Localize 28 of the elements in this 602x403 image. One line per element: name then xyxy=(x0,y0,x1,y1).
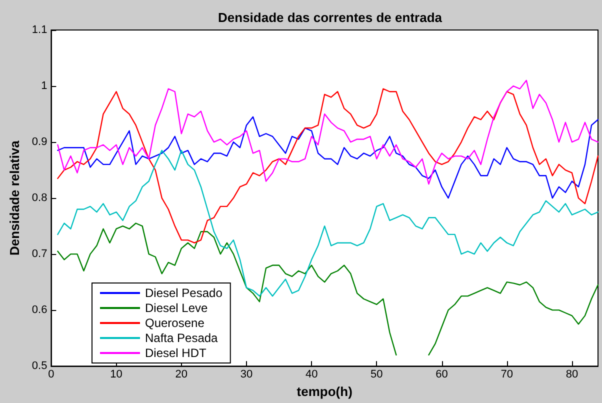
legend-label: Diesel Leve xyxy=(145,301,208,315)
x-tick-label: 80 xyxy=(566,368,578,381)
legend-label: Diesel HDT xyxy=(145,346,208,360)
y-tick-label: 0.9 xyxy=(32,136,48,148)
x-tick-label: 30 xyxy=(240,368,253,381)
line-series xyxy=(57,80,599,185)
x-tick-label: 50 xyxy=(370,368,383,381)
x-axis-title: tempo(h) xyxy=(296,384,352,399)
y-axis-title: Densidade relativa xyxy=(7,140,22,256)
line-series xyxy=(57,150,599,297)
x-tick-label: 10 xyxy=(110,368,122,381)
chart-title: Densidade das correntes de entrada xyxy=(218,10,443,25)
legend-label: Diesel Pesado xyxy=(145,286,223,300)
y-tick-label: 0.8 xyxy=(32,192,48,204)
x-tick-label: 0 xyxy=(48,368,54,381)
y-tick-label: 1.1 xyxy=(32,24,48,36)
y-tick-label: 0.5 xyxy=(32,360,48,372)
x-tick-label: 20 xyxy=(175,368,188,381)
x-tick-label: 60 xyxy=(436,368,448,381)
line-series xyxy=(57,116,599,199)
y-tick-label: 1 xyxy=(41,80,48,92)
y-tick-label: 0.6 xyxy=(32,304,48,316)
legend-label: Nafta Pesada xyxy=(145,331,218,345)
x-tick-label: 70 xyxy=(500,368,513,381)
x-tick-label: 40 xyxy=(305,368,318,381)
legend-label: Querosene xyxy=(145,316,205,330)
y-tick-label: 0.7 xyxy=(32,248,48,260)
line-series xyxy=(57,88,599,244)
